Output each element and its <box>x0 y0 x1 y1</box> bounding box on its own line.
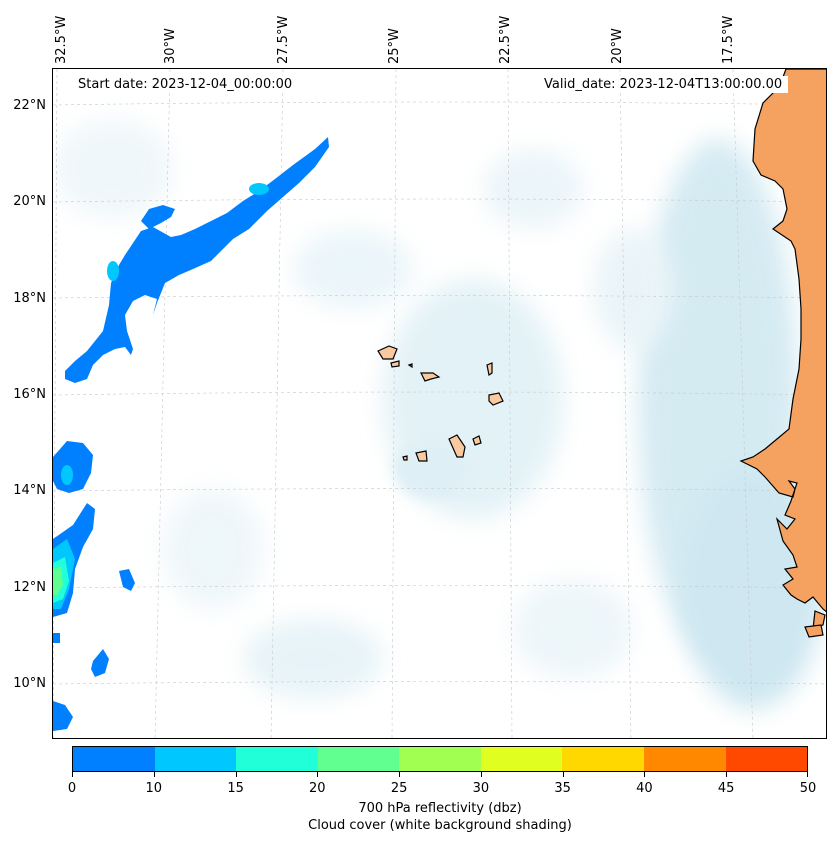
cloud-cover-shading <box>53 119 823 709</box>
colorbar-tick-15: 15 <box>227 781 244 796</box>
lat-label-16n: 16°N <box>13 387 46 402</box>
colorbar-segment-4 <box>399 747 481 771</box>
colorbar-tick-mark-3 <box>317 772 319 777</box>
colorbar-tick-35: 35 <box>554 781 571 796</box>
lon-label-30w: 30°W <box>163 28 178 64</box>
lat-label-22n: 22°N <box>13 98 46 113</box>
colorbar-segment-6 <box>562 747 644 771</box>
lat-label-14n: 14°N <box>13 483 46 498</box>
colorbar-tick-mark-0 <box>72 772 73 777</box>
colorbar-label-cloud-cover: Cloud cover (white background shading) <box>308 818 572 833</box>
lat-label-18n: 18°N <box>13 291 46 306</box>
start-date-label: Start date: 2023-12-04_00:00:00 <box>72 76 299 93</box>
valid-date-label: Valid_date: 2023-12-04T13:00:00.00 <box>538 76 789 93</box>
colorbar-tick-mark-6 <box>562 772 564 777</box>
cape-verde-islands <box>377 345 504 462</box>
colorbar-tick-mark-7 <box>644 772 646 777</box>
colorbar-tick-mark-1 <box>153 772 155 777</box>
colorbar-segment-0 <box>73 747 155 771</box>
african-coast <box>739 69 826 638</box>
colorbar-label-reflectivity: 700 hPa reflectivity (dbz) <box>358 801 522 816</box>
colorbar-segment-7 <box>643 747 726 771</box>
lon-label-27-5w: 27.5°W <box>276 15 291 64</box>
lon-label-25w: 25°W <box>387 28 402 64</box>
colorbar-tick-10: 10 <box>145 781 163 796</box>
reflectivity-west-edge <box>53 441 135 731</box>
reflectivity-band-northwest <box>65 137 329 383</box>
map-area <box>52 68 827 739</box>
colorbar-tick-mark-9 <box>807 772 808 777</box>
lon-label-20w: 20°W <box>610 28 625 64</box>
lon-label-22-5w: 22.5°W <box>498 15 513 64</box>
colorbar-segment-8 <box>725 747 808 771</box>
lon-label-32-5w: 32.5°W <box>54 15 69 64</box>
lat-label-10n: 10°N <box>13 676 46 691</box>
colorbar-tick-20: 20 <box>309 781 326 796</box>
lat-label-12n: 12°N <box>13 580 46 595</box>
colorbar-tick-0: 0 <box>67 781 77 796</box>
colorbar-tick-40: 40 <box>636 781 653 796</box>
colorbar-tick-mark-8 <box>726 772 728 777</box>
colorbar-tick-mark-4 <box>399 772 401 777</box>
colorbar-segment-1 <box>154 747 237 771</box>
map-canvas <box>53 69 826 738</box>
colorbar-tick-50: 50 <box>799 781 817 796</box>
colorbar-segment-2 <box>236 747 318 771</box>
colorbar-tick-30: 30 <box>472 781 490 796</box>
colorbar-tick-mark-2 <box>235 772 237 777</box>
colorbar-tick-25: 25 <box>390 781 408 796</box>
lon-label-17-5w: 17.5°W <box>721 15 736 64</box>
colorbar-tick-45: 45 <box>717 781 735 796</box>
colorbar-tick-mark-5 <box>480 772 482 777</box>
lat-label-20n: 20°N <box>13 194 46 209</box>
colorbar <box>72 746 808 772</box>
graticule <box>53 69 826 738</box>
colorbar-segment-5 <box>480 747 563 771</box>
colorbar-segment-3 <box>317 747 400 771</box>
